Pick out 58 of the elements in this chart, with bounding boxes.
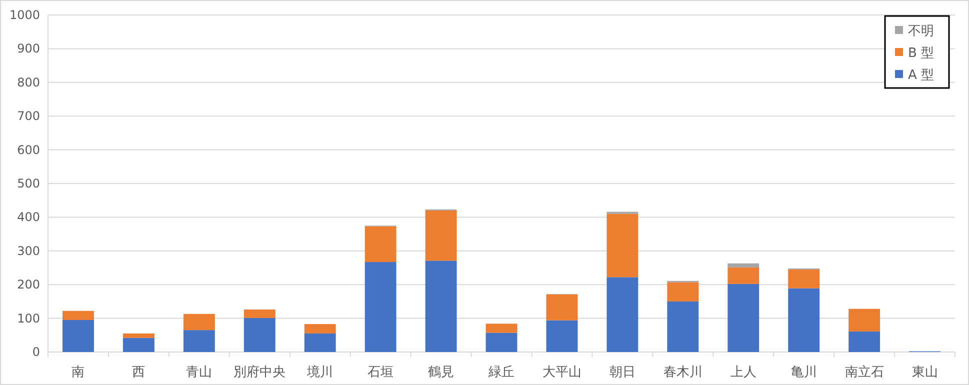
y-tick-label: 400 — [17, 210, 40, 224]
y-tick-label: 200 — [17, 278, 40, 292]
legend-label: 不明 — [908, 24, 934, 39]
x-tick-label: 緑丘 — [488, 365, 514, 380]
bar — [183, 330, 215, 352]
bar — [244, 310, 276, 318]
x-tick-label: 東山 — [912, 365, 938, 380]
bar — [425, 260, 457, 352]
x-tick-label: 別府中央 — [234, 364, 286, 380]
bar — [848, 331, 880, 352]
x-tick-label: 上人 — [730, 365, 756, 380]
x-tick-label: 大平山 — [542, 365, 582, 380]
bar — [728, 284, 760, 352]
y-tick-label: 600 — [17, 142, 40, 157]
x-tick-label: 鶴見 — [428, 365, 454, 380]
bar — [122, 338, 154, 352]
y-tick-label: 1000 — [9, 8, 40, 22]
bar — [728, 267, 760, 284]
y-tick-label: 700 — [17, 109, 40, 124]
bar — [304, 333, 336, 352]
x-tick-label: 西 — [132, 365, 146, 380]
bar — [667, 282, 699, 302]
bar — [183, 314, 215, 330]
x-tick-label: 朝日 — [609, 365, 636, 380]
bar — [667, 301, 699, 352]
x-tick-label: 春木川 — [663, 365, 702, 380]
y-tick-label: 0 — [32, 345, 40, 359]
x-tick-label: 境川 — [306, 364, 334, 380]
bar — [425, 210, 457, 261]
bar — [788, 288, 820, 352]
bar — [244, 318, 276, 352]
bar — [546, 320, 578, 352]
legend-label: B 型 — [908, 46, 934, 61]
y-tick-label: 500 — [17, 176, 40, 190]
bar — [122, 333, 154, 338]
x-tick-label: 亀川 — [790, 365, 817, 380]
bar — [606, 214, 638, 278]
bar — [304, 324, 336, 334]
y-tick-label: 800 — [17, 75, 40, 90]
y-tick-label: 100 — [17, 311, 40, 326]
x-tick-label: 石垣 — [368, 365, 394, 380]
bar — [62, 320, 94, 352]
y-tick-label: 900 — [17, 42, 40, 56]
x-tick-label: 南立石 — [844, 364, 884, 380]
x-tick-label: 南 — [72, 365, 85, 380]
x-tick-label: 青山 — [186, 365, 212, 380]
legend-label: A 型 — [908, 68, 934, 83]
bar — [62, 310, 94, 320]
bar — [486, 332, 518, 352]
bar — [486, 324, 518, 333]
bar — [606, 277, 638, 352]
y-tick-label: 300 — [17, 244, 40, 258]
bar — [788, 269, 820, 288]
bar — [848, 308, 880, 332]
bar — [364, 262, 396, 352]
bar — [364, 226, 396, 262]
bar — [728, 263, 760, 268]
bar — [546, 294, 578, 320]
